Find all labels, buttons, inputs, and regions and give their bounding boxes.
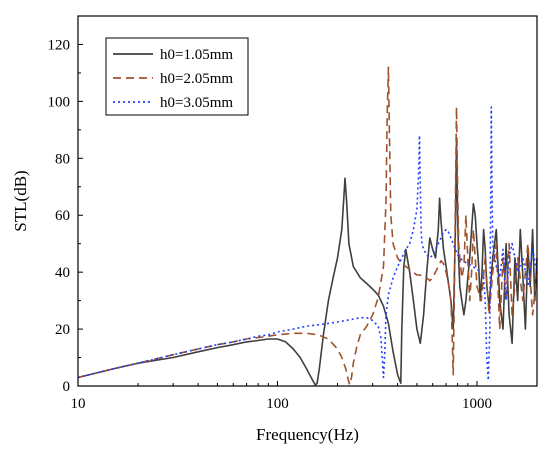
x-tick-label: 100 (266, 396, 289, 412)
x-axis-label: Frequency(Hz) (256, 425, 359, 444)
legend-label-3: h0=3.05mm (160, 95, 233, 111)
legend-label-2: h0=2.05mm (160, 71, 233, 87)
plot-lines (77, 66, 538, 386)
legend: h0=1.05mm h0=2.05mm h0=3.05mm (105, 37, 249, 116)
y-tick-label: 40 (55, 265, 70, 281)
series-line-1 (77, 140, 538, 386)
x-tick-label: 1000 (462, 396, 492, 412)
y-tick-label: 100 (48, 94, 71, 110)
y-axis-label: STL(dB) (11, 170, 30, 231)
x-tick-label: 10 (71, 396, 86, 412)
y-tick-label: 80 (55, 151, 70, 167)
y-tick-label: 20 (55, 322, 70, 338)
y-tick-label: 60 (55, 208, 70, 224)
y-tick-label: 0 (63, 379, 71, 395)
series-line-2 (77, 66, 538, 386)
series-line-3 (77, 106, 538, 382)
axis-ticks: 0 20 40 60 80 100 120 10 100 1000 (48, 37, 538, 412)
plot-frame (77, 15, 538, 387)
legend-label-1: h0=1.05mm (160, 47, 233, 63)
y-tick-label: 120 (48, 37, 71, 53)
